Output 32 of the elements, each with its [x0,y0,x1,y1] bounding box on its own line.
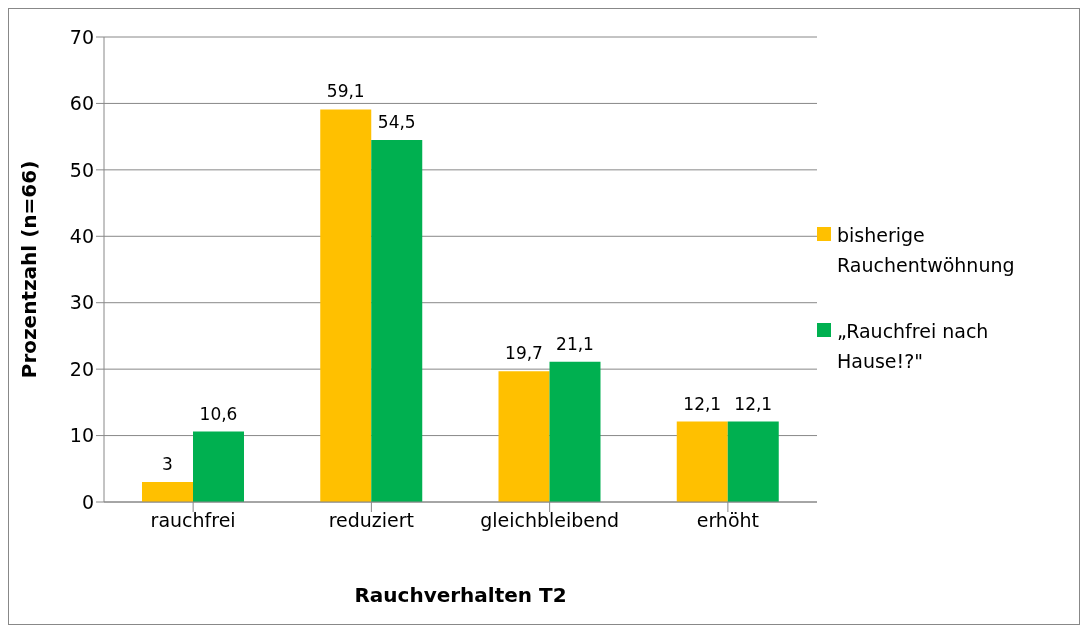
y-tick-label: 50 [69,158,94,181]
bar [676,421,728,502]
data-label: 19,7 [505,343,543,364]
y-tick-label: 20 [69,357,94,380]
x-axis-title: Rauchverhalten T2 [354,583,567,607]
data-label: 12,1 [683,393,722,414]
bar [371,139,423,502]
data-label: 54,5 [377,111,416,132]
bar [727,421,779,502]
legend-label: „Rauchfrei nach Hause!?" [837,318,990,374]
bar [142,482,193,502]
x-tick-label: reduziert [328,509,415,532]
bar [320,109,372,502]
x-tick-label: rauchfrei [150,509,236,532]
x-tick-label: erhöht [696,509,760,532]
legend-label: bisherige Rauchentwöhnung [837,222,1016,278]
bar [498,371,550,502]
x-tick-label: gleichbleibend [480,509,620,532]
data-label: 3 [162,454,173,475]
y-tick-label: 40 [69,225,94,248]
data-label: 10,6 [199,403,238,424]
y-tick-label: 60 [69,92,94,115]
y-axis-title: Prozentzahl (n=66) [17,160,42,379]
y-tick-label: 0 [81,490,94,513]
y-tick-label: 10 [69,424,94,447]
data-label: 12,1 [734,393,773,414]
data-label: 21,1 [556,333,594,354]
y-tick-label: 70 [69,25,94,48]
bar [549,361,601,502]
y-tick-label: 30 [69,291,94,314]
bar [193,431,244,502]
data-label: 59,1 [326,81,365,102]
